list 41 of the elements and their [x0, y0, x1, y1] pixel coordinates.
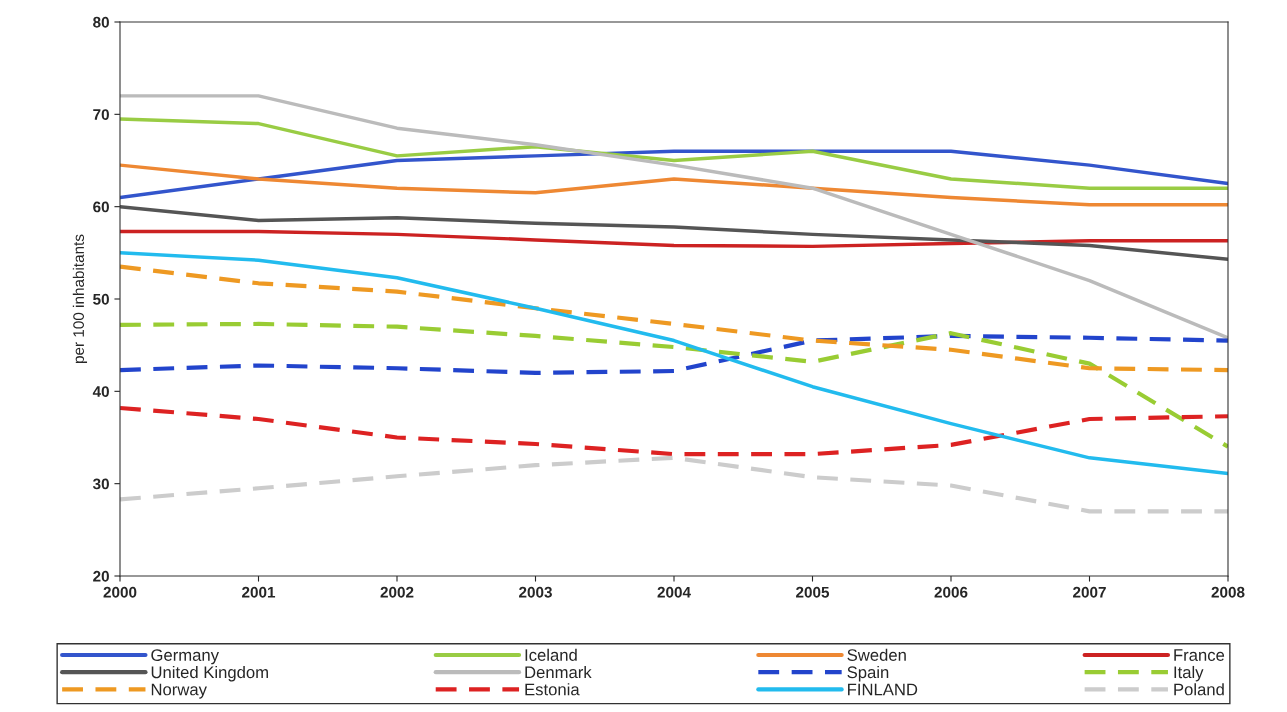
line-series — [120, 229, 1228, 249]
line-series — [120, 163, 1228, 207]
legend-label: Denmark — [525, 665, 592, 679]
y-tick-label: 30 — [92, 478, 109, 490]
legend-label: Iceland — [525, 648, 577, 661]
line-series — [120, 149, 1228, 200]
y-axis-title: per 100 inhabitants — [72, 234, 88, 363]
x-tick-label: 2002 — [380, 586, 414, 598]
line-series — [120, 204, 1228, 262]
legend-label: Poland — [1174, 683, 1224, 696]
x-tick-label: 2001 — [242, 586, 276, 598]
line-series — [120, 94, 1228, 340]
line-series — [120, 405, 1228, 457]
line-series — [120, 251, 1228, 476]
x-tick-label: 2006 — [934, 586, 968, 598]
x-tick-label: 2005 — [796, 586, 830, 598]
legend-label: Germany — [151, 649, 219, 665]
y-tick-label: 80 — [93, 16, 109, 28]
legend-label: France — [1174, 649, 1225, 661]
y-tick-label: 60 — [93, 201, 109, 213]
y-tick-label: 70 — [93, 109, 109, 121]
y-tick-label: 40 — [92, 386, 109, 398]
x-tick-label: 2003 — [519, 586, 552, 598]
legend-label: Norway — [151, 683, 207, 699]
legend-label: Estonia — [525, 683, 580, 696]
legend-label: Sweden — [847, 648, 906, 661]
line-series — [120, 264, 1228, 373]
line-series — [120, 333, 1228, 375]
line-series — [120, 117, 1228, 190]
line-series — [120, 455, 1228, 514]
legend-label: Spain — [847, 665, 889, 682]
legend-label: United Kingdom — [151, 665, 268, 682]
line-series — [120, 321, 1228, 449]
x-tick-label: 2007 — [1073, 586, 1106, 598]
y-tick-label: 20 — [93, 570, 109, 582]
legend-label: FINLAND — [848, 683, 918, 696]
x-tick-label: 2004 — [657, 586, 691, 598]
y-tick-label: 50 — [93, 293, 109, 305]
x-tick-label: 2008 — [1211, 586, 1245, 598]
legend-label: Italy — [1174, 665, 1204, 682]
x-tick-label: 2000 — [103, 586, 137, 598]
